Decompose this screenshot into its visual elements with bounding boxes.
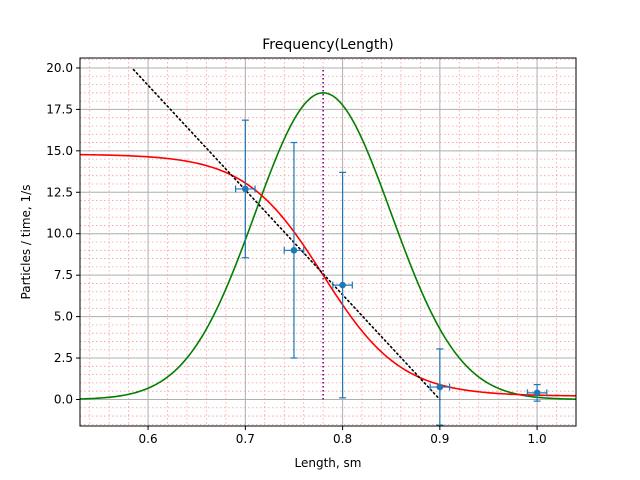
y-tick-label: 2.5	[54, 351, 73, 365]
y-tick-label: 20.0	[46, 61, 73, 75]
y-tick-label: 5.0	[54, 310, 73, 324]
y-tick-label: 15.0	[46, 144, 73, 158]
series-layer	[79, 67, 577, 426]
y-tick-label: 12.5	[46, 185, 73, 199]
y-tick-label: 7.5	[54, 268, 73, 282]
y-axis-ticks: 0.0 2.5 5.0 7.5 10.0 12.5 15.0 17.5 20.0	[46, 61, 80, 406]
x-tick-label: 0.7	[236, 432, 255, 446]
y-tick-label: 17.5	[46, 102, 73, 116]
tangent-line	[132, 68, 441, 401]
y-axis-label: Particles / time, 1/s	[19, 185, 33, 300]
data-point	[290, 246, 298, 254]
x-axis-label: Length, sm	[295, 456, 362, 470]
plot-frame	[79, 57, 577, 427]
x-tick-label: 0.8	[333, 432, 352, 446]
x-tick-label: 1.0	[528, 432, 547, 446]
data-point	[533, 389, 541, 397]
x-axis-ticks: 0.6 0.7 0.8 0.9 1.0	[139, 426, 547, 446]
data-point	[339, 281, 346, 289]
y-tick-label: 10.0	[46, 227, 73, 241]
x-tick-label: 0.6	[139, 432, 158, 446]
data-point	[242, 185, 249, 193]
sigmoid-fit-curve	[79, 153, 577, 397]
gaussian-curve	[79, 92, 577, 400]
data-point	[436, 383, 444, 391]
chart-title: Frequency(Length)	[262, 37, 394, 53]
y-tick-label: 0.0	[54, 392, 73, 406]
x-tick-label: 0.9	[430, 432, 449, 446]
